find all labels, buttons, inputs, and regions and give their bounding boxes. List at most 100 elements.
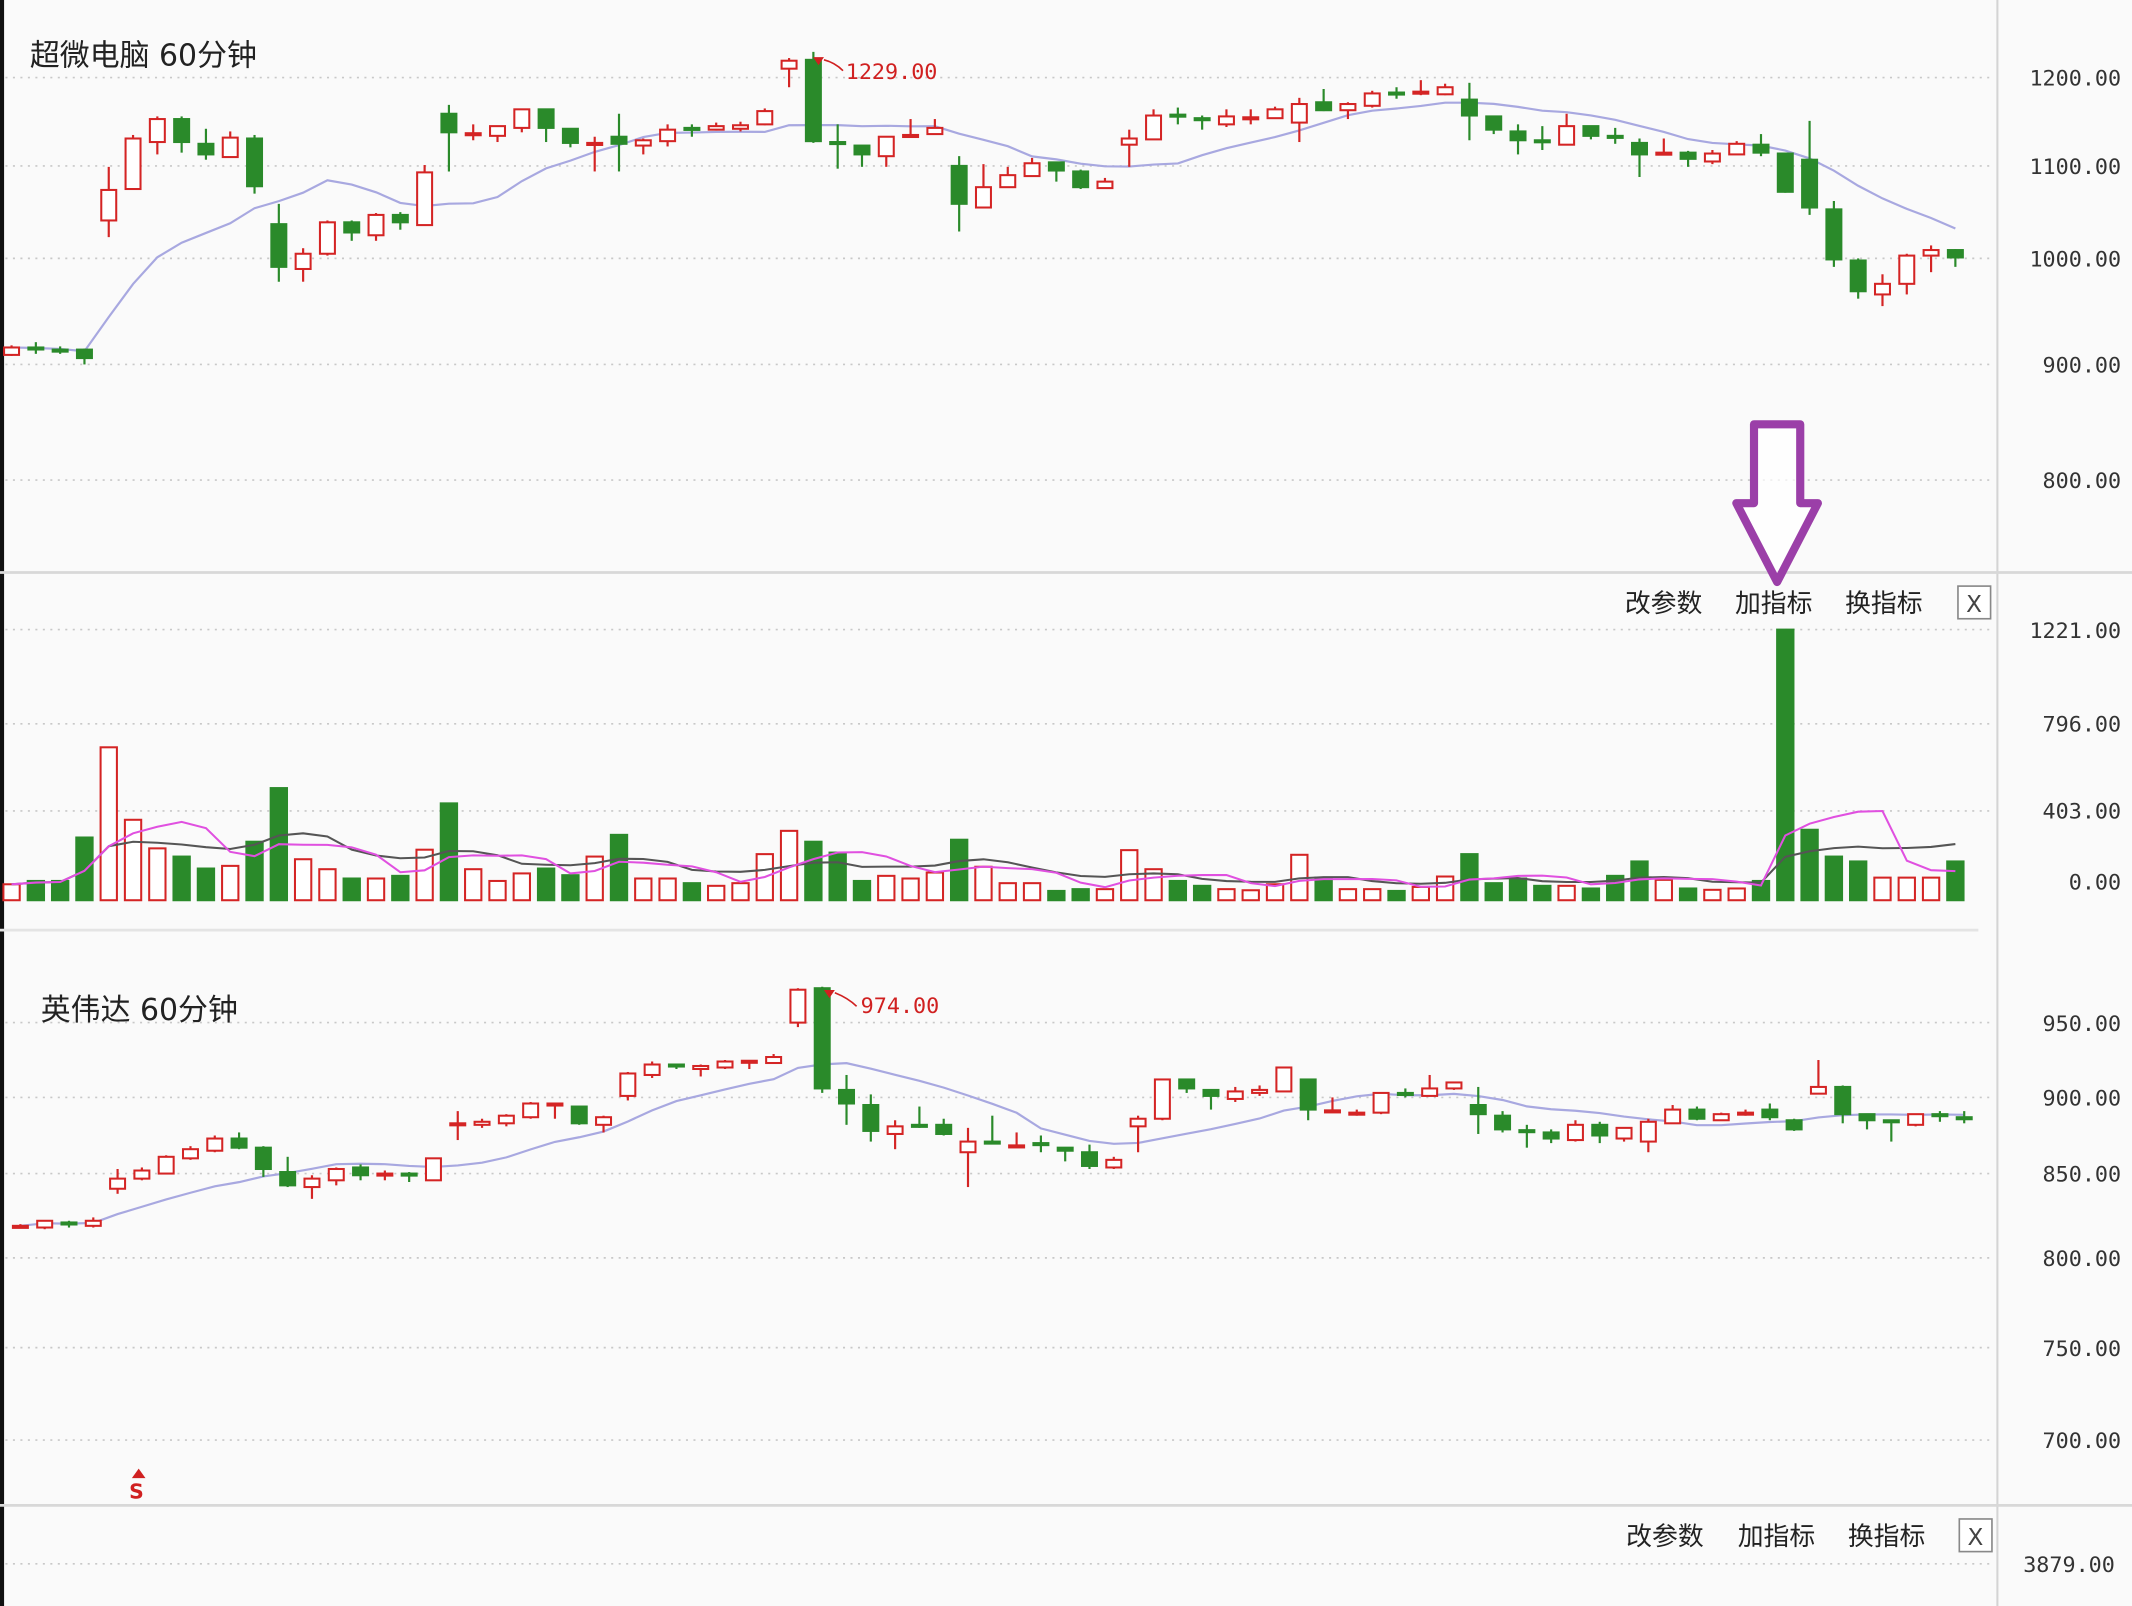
candle[interactable]	[1266, 106, 1284, 120]
volume-bar[interactable]	[1800, 828, 1819, 902]
close-icon[interactable]: X	[1967, 1525, 1983, 1551]
candle[interactable]	[1469, 1086, 1487, 1134]
candle[interactable]	[667, 1063, 685, 1069]
candle[interactable]	[327, 1167, 345, 1186]
candle[interactable]	[1712, 1112, 1730, 1122]
candle[interactable]	[1639, 1118, 1657, 1153]
candle[interactable]	[910, 1106, 928, 1128]
candle[interactable]	[570, 1105, 588, 1125]
volume-bar[interactable]	[488, 879, 507, 902]
candle[interactable]	[1752, 134, 1770, 157]
volume-bar[interactable]	[391, 874, 410, 902]
volume-bar[interactable]	[1241, 889, 1260, 902]
candle[interactable]	[634, 138, 652, 155]
candle[interactable]	[1664, 1105, 1682, 1125]
volume-bar[interactable]	[1873, 876, 1892, 902]
candle[interactable]	[1202, 1088, 1220, 1110]
volume-bar[interactable]	[974, 865, 993, 902]
candle[interactable]	[246, 134, 264, 194]
volume-bar[interactable]	[852, 879, 872, 902]
candle[interactable]	[124, 134, 142, 191]
volume-bar[interactable]	[1363, 888, 1382, 902]
candle[interactable]	[424, 1157, 442, 1182]
candle[interactable]	[595, 1115, 613, 1133]
candle[interactable]	[1728, 141, 1746, 156]
volume-bar[interactable]	[1849, 860, 1868, 902]
candle[interactable]	[935, 1118, 953, 1136]
volume-bar[interactable]	[464, 868, 483, 902]
candle[interactable]	[1761, 1103, 1779, 1121]
volume-bar[interactable]	[1071, 888, 1090, 902]
candle[interactable]	[157, 1155, 175, 1175]
candle[interactable]	[522, 1101, 540, 1119]
candle[interactable]	[1217, 109, 1235, 128]
candle[interactable]	[1801, 120, 1819, 215]
candle[interactable]	[197, 128, 215, 160]
volume-bar[interactable]	[1460, 853, 1479, 902]
candle[interactable]	[148, 116, 166, 155]
volume-bar[interactable]	[1654, 878, 1673, 902]
candle[interactable]	[813, 986, 831, 1093]
switch-indicator-button[interactable]: 换指标	[1848, 1522, 1925, 1552]
close-indicator-button[interactable]: X	[1958, 1518, 1993, 1553]
candle[interactable]	[513, 108, 531, 133]
volume-bar[interactable]	[99, 746, 118, 902]
candle[interactable]	[877, 135, 895, 167]
candle[interactable]	[473, 1118, 491, 1128]
candle[interactable]	[537, 108, 555, 143]
candle[interactable]	[1023, 157, 1041, 178]
candle[interactable]	[1412, 80, 1430, 96]
volume-bar[interactable]	[1678, 887, 1698, 902]
candle[interactable]	[1533, 126, 1551, 150]
candle[interactable]	[1193, 115, 1211, 130]
candle[interactable]	[926, 119, 944, 136]
candle[interactable]	[100, 166, 118, 238]
volume-bar[interactable]	[1022, 882, 1042, 902]
volume-bar[interactable]	[1387, 889, 1406, 902]
candle[interactable]	[1785, 1118, 1803, 1131]
volume-bar[interactable]	[293, 858, 313, 902]
candle[interactable]	[60, 1220, 78, 1228]
candle[interactable]	[294, 248, 312, 282]
candle[interactable]	[659, 124, 677, 147]
candle[interactable]	[886, 1120, 904, 1150]
candle[interactable]	[1032, 1135, 1050, 1153]
volume-bar[interactable]	[901, 877, 920, 902]
candle[interactable]	[1566, 1120, 1584, 1142]
volume-bar[interactable]	[658, 877, 677, 902]
buy-signal-marker[interactable]: S	[129, 1468, 146, 1504]
volume-bar[interactable]	[1581, 887, 1601, 902]
volume-bar[interactable]	[1897, 876, 1916, 902]
candle[interactable]	[756, 108, 774, 126]
candle[interactable]	[1226, 1086, 1244, 1102]
candle[interactable]	[1396, 1088, 1414, 1098]
price-panel-nvidia[interactable]: 950.00 900.00 850.00 800.00 750.00 700.00	[5, 986, 2121, 1455]
candle[interactable]	[11, 1224, 29, 1229]
candle[interactable]	[133, 1167, 151, 1181]
candle[interactable]	[464, 124, 482, 141]
candle[interactable]	[497, 1114, 515, 1127]
candle[interactable]	[279, 1156, 297, 1188]
volume-bar[interactable]	[1192, 884, 1212, 902]
candle[interactable]	[1445, 1081, 1463, 1090]
candle[interactable]	[1582, 125, 1600, 140]
candle[interactable]	[303, 1175, 321, 1199]
candle[interactable]	[400, 1172, 418, 1182]
candle[interactable]	[1591, 1121, 1609, 1144]
candle[interactable]	[546, 1102, 564, 1119]
volume-bar[interactable]	[342, 877, 361, 902]
volume-bar[interactable]	[1533, 884, 1552, 902]
candle[interactable]	[1129, 1115, 1147, 1153]
candle[interactable]	[1242, 109, 1260, 125]
candle[interactable]	[959, 1127, 977, 1188]
candle[interactable]	[983, 1115, 1001, 1145]
volume-bar[interactable]	[634, 877, 653, 902]
candle[interactable]	[1275, 1066, 1293, 1093]
volume-bar[interactable]	[1168, 879, 1188, 902]
edit-params-button[interactable]: 改参数	[1625, 589, 1703, 619]
candle[interactable]	[1873, 274, 1891, 307]
volume-bar[interactable]	[245, 840, 264, 902]
volume-bar[interactable]	[196, 867, 216, 902]
volume-panel[interactable]: 1221.00 796.00 403.00 0.00	[2, 619, 2121, 902]
candle[interactable]	[804, 51, 822, 143]
